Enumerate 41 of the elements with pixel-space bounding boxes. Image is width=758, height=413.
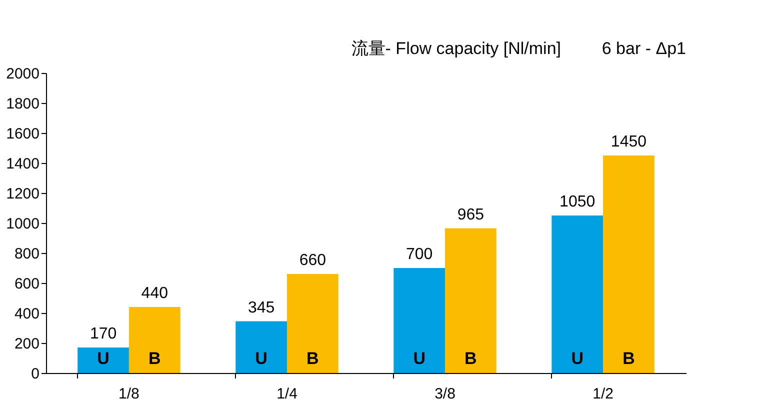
data-label: 1050: [560, 194, 596, 210]
text: U: [571, 349, 584, 368]
y-tick-label: 1600: [6, 126, 40, 142]
y-tick-label: 1200: [6, 186, 40, 202]
bar: [552, 216, 604, 373]
series-label: U: [97, 349, 110, 368]
y-tick-label: 200: [14, 336, 40, 352]
data-label: 170: [90, 326, 117, 342]
bar: [286, 274, 338, 373]
text: U: [255, 349, 268, 368]
y-tick-label: 600: [14, 276, 40, 292]
bar: [128, 307, 180, 373]
y-tick-label: 1000: [6, 216, 40, 232]
data-label: 440: [141, 285, 168, 302]
bar: [445, 228, 496, 373]
bar: [603, 156, 654, 373]
x-tick-label: 1/8: [118, 386, 140, 402]
y-tick-label: 800: [14, 246, 40, 262]
text: B: [306, 349, 319, 368]
x-tick-label: 1/2: [592, 386, 614, 402]
bar: [394, 268, 446, 373]
y-tick-label: 1400: [6, 156, 40, 172]
data-label: 345: [248, 299, 275, 316]
series-label: B: [148, 349, 161, 368]
chart-title: 流量- Flow capacity [Nl/min]: [351, 39, 561, 58]
bar: [236, 321, 287, 373]
y-tick-label: 2000: [6, 66, 40, 82]
data-label: 700: [406, 246, 433, 263]
data-label: 660: [299, 252, 326, 269]
bar: [78, 348, 129, 373]
data-label: 965: [457, 206, 484, 224]
text: U: [413, 349, 426, 368]
y-tick-label: 0: [31, 366, 40, 382]
chart-subtitle: 6 bar - Δp1: [602, 39, 686, 58]
text: B: [622, 349, 635, 368]
x-tick-label: 3/8: [434, 386, 456, 402]
x-tick-label: 1/4: [276, 386, 298, 402]
text: B: [464, 349, 477, 368]
data-label: 1450: [610, 134, 647, 150]
y-tick-label: 400: [14, 306, 40, 322]
y-tick-label: 1800: [6, 96, 40, 112]
